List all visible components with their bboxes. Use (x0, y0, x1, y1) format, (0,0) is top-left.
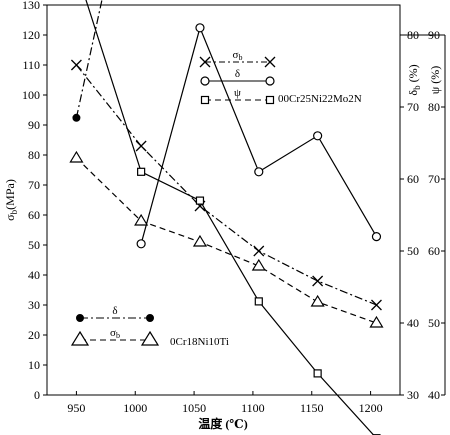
legend-upper-title: 00Cr25Ni22Mo2N (278, 93, 362, 105)
legend-upper-psi-marker-start (200, 95, 210, 105)
delta-tick-label: 60 (407, 172, 419, 186)
series-a-sigma_b-point (70, 59, 82, 71)
x-tick-label: 1150 (300, 401, 324, 415)
left-tick-label: 0 (34, 388, 40, 402)
series-b-sigma_b-point (251, 258, 266, 271)
series-b-sigma_b-point (369, 315, 384, 328)
legend-upper-psi-marker-end (265, 95, 275, 105)
psi-tick-label: 60 (428, 244, 440, 258)
series-b-sigma_b-line (75, 157, 377, 324)
legend-upper-delta-marker-end (265, 76, 275, 86)
series-a-sigma_b-point (135, 140, 147, 152)
left-tick-label: 130 (22, 0, 40, 12)
delta-tick-label: 50 (407, 244, 419, 258)
psi-tick-label: 80 (428, 100, 440, 114)
series-b-sigma_b (69, 150, 384, 328)
left-tick-label: 90 (28, 118, 40, 132)
left-tick-label: 30 (28, 298, 40, 312)
y-axis-label-psi: ψ (%) (428, 66, 442, 95)
series-a-sigma_b-line (75, 64, 377, 306)
series-a-delta-point (136, 239, 146, 249)
x-tick-label: 1200 (359, 401, 383, 415)
left-tick-label: 110 (22, 58, 40, 72)
left-tick-label: 120 (22, 28, 40, 42)
psi-tick-label: 40 (428, 388, 440, 402)
delta-tick-label: 40 (407, 316, 419, 330)
series-b-sigma_b-point (69, 150, 84, 163)
series-a-delta-line (140, 25, 377, 244)
x-tick-label: 950 (67, 401, 85, 415)
series-a-delta-point (371, 232, 382, 242)
delta-axis-ticks: 30 40 50 60 70 80 (400, 28, 419, 402)
legend-lower-title: 0Cr18Ni10Ti (170, 336, 229, 348)
y-axis-label-delta: δb (%) (406, 64, 422, 95)
left-tick-label: 10 (28, 358, 40, 372)
left-tick-label: 100 (22, 88, 40, 102)
legend-lower-sigma-label: σb (110, 327, 120, 340)
delta-tick-label: 70 (407, 100, 419, 114)
legend-upper-sigma-label: σb (233, 49, 243, 62)
series-a-psi-point (137, 167, 146, 176)
legend-lower-delta-label: δ (112, 305, 117, 317)
series-a-sigma_b-point (312, 275, 324, 287)
psi-axis-ticks: 40 50 60 70 80 90 (428, 28, 445, 402)
series-b-delta-point (72, 113, 81, 122)
psi-tick-label: 50 (428, 316, 440, 330)
series-a-psi-point (254, 297, 263, 306)
series-b-delta (72, 0, 103, 122)
y-axis-label-left: σb(MPa) (3, 179, 19, 221)
series-b-sigma_b-point (192, 234, 208, 247)
x-tick-label: 1050 (182, 401, 206, 415)
series-a-delta-point (195, 23, 205, 33)
psi-tick-label: 90 (428, 28, 440, 42)
legend-upper-delta-marker-start (200, 76, 210, 86)
legend-upper-psi-label: ψ (234, 87, 241, 99)
legend-upper: σb δψ 00Cr25Ni22Mo2N (199, 49, 362, 105)
series-a-psi (85, 0, 381, 435)
left-tick-label: 80 (28, 148, 40, 162)
delta-tick-label: 80 (407, 28, 419, 42)
left-tick-label: 40 (28, 268, 40, 282)
legend-lower-sigma-marker-end (140, 330, 160, 346)
series-a-delta (136, 23, 382, 249)
series-b-sigma_b-point (134, 213, 149, 226)
legend-upper-delta-label: δ (235, 68, 240, 80)
left-tick-label: 60 (28, 208, 40, 222)
series-layer (69, 0, 384, 435)
psi-tick-label: 70 (428, 172, 440, 186)
x-tick-label: 1100 (241, 401, 265, 415)
series-a-delta-point (313, 131, 323, 141)
left-tick-label: 20 (28, 328, 40, 342)
legend-lower-sigma-marker-start (70, 330, 90, 346)
x-axis-ticks: 950 1000 1050 1100 1150 1200 (67, 391, 383, 415)
series-a-psi-line (85, 0, 375, 435)
x-tick-label: 1000 (123, 401, 147, 415)
legend-upper-sigma-marker-end (264, 56, 276, 68)
legend-lower-delta-marker-end (146, 314, 154, 322)
series-a-sigma_b (70, 59, 382, 311)
left-axis-ticks: 0 10 20 30 40 50 60 70 80 90 100 110 120 130 (22, 0, 47, 402)
delta-tick-label: 30 (407, 388, 419, 402)
left-tick-label: 50 (28, 238, 40, 252)
left-tick-label: 70 (28, 178, 40, 192)
legend-upper-sigma-marker-start (199, 56, 211, 68)
legend-lower: δ σb 0Cr18Ni10Ti (70, 305, 229, 348)
series-a-delta-point (254, 167, 264, 177)
series-b-sigma_b-point (310, 294, 325, 307)
series-a-psi-point (313, 369, 322, 378)
legend-lower-delta-marker-start (76, 314, 84, 322)
series-a-sigma_b-point (371, 299, 382, 311)
x-axis-label: 温度 (℃) (198, 416, 247, 431)
series-a-sigma_b-point (253, 245, 265, 257)
series-a-psi-point (195, 196, 205, 205)
